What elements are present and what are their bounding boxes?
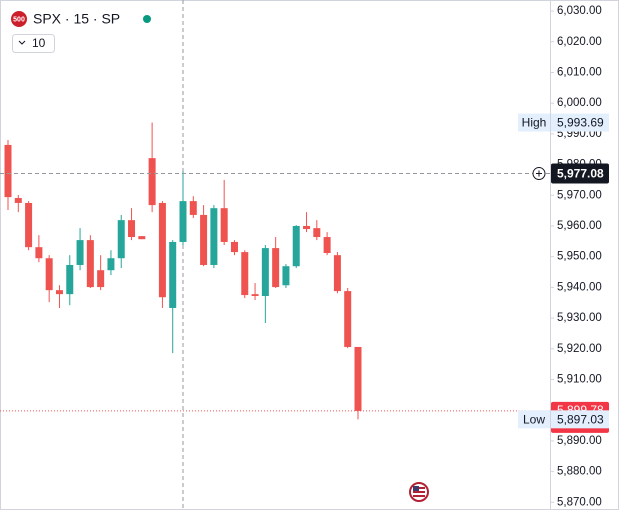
y-tick-label: 5,870.00 <box>557 496 602 508</box>
candle-body <box>179 201 187 242</box>
candle-body <box>76 240 84 265</box>
y-tick-label: 5,920.00 <box>557 343 602 355</box>
y-tick-label: 5,880.00 <box>557 466 602 478</box>
candle-body <box>303 225 311 230</box>
candle-body <box>354 346 362 411</box>
high-tag-box <box>518 113 550 132</box>
market-status <box>143 15 151 23</box>
candle-body <box>292 225 300 267</box>
candle-body <box>189 201 197 215</box>
flag-stripe <box>413 495 425 497</box>
symbol-title[interactable]: SPX · 15 · SP <box>33 11 120 27</box>
candle-body <box>117 220 125 259</box>
candle-body <box>158 202 166 298</box>
high-value: 5,993.69 <box>557 116 604 130</box>
plus-icon <box>536 170 542 177</box>
candle-body <box>282 266 290 286</box>
y-tick-label: 5,970.00 <box>557 189 602 201</box>
symbol-badge <box>11 11 27 27</box>
badge-text: 500 <box>13 16 25 23</box>
candle-body <box>220 208 228 242</box>
low-tag-box <box>518 410 550 429</box>
candle-body <box>230 241 238 253</box>
candle-body <box>55 290 63 295</box>
low-value: 5,897.03 <box>557 413 604 427</box>
indicator-input[interactable] <box>12 34 55 53</box>
candle-body <box>333 255 341 292</box>
low-value-box <box>551 410 609 429</box>
indicator-value[interactable]: 10 <box>32 36 46 50</box>
candle-body <box>35 247 43 259</box>
candle-body <box>251 294 259 296</box>
y-tick-label: 5,910.00 <box>557 374 602 386</box>
low-tag: Low <box>523 413 545 427</box>
chevron <box>18 40 26 45</box>
y-tick-label: 5,950.00 <box>557 251 602 263</box>
candle-body <box>4 144 12 198</box>
flag-stripe <box>413 491 425 493</box>
y-tick-label: 5,940.00 <box>557 281 602 293</box>
y-tick-label: 6,000.00 <box>557 97 602 109</box>
high-tag: High <box>522 116 547 130</box>
candle-body <box>261 248 269 296</box>
crosshair-label-box <box>551 163 609 184</box>
candle-body <box>272 248 280 288</box>
crosshair-label: 5,977.08 <box>557 167 604 181</box>
candle-body <box>169 241 177 308</box>
high-value-box <box>551 113 609 132</box>
flag-icon[interactable] <box>409 482 429 502</box>
flag-canton <box>413 486 419 491</box>
candle-body <box>200 214 208 265</box>
candle-body <box>107 258 115 271</box>
candle-body <box>323 237 331 254</box>
candle-body <box>86 240 94 288</box>
y-tick-label: 5,890.00 <box>557 435 602 447</box>
candle-body <box>344 291 352 347</box>
y-tick-label: 6,030.00 <box>557 5 602 17</box>
y-tick-label: 6,020.00 <box>557 36 602 48</box>
candle-body <box>148 158 156 206</box>
candle-body <box>97 270 105 288</box>
y-tick-label: 5,960.00 <box>557 220 602 232</box>
candle-body <box>138 236 146 240</box>
candle-body <box>45 258 53 291</box>
y-tick-label: 6,010.00 <box>557 66 602 78</box>
candle-body <box>25 202 33 248</box>
candle-body <box>313 228 321 238</box>
candle-body <box>241 252 249 296</box>
candle-body <box>14 198 22 203</box>
candle-body <box>210 208 218 265</box>
y-tick-label: 5,930.00 <box>557 312 602 324</box>
candle-body <box>128 220 136 238</box>
candle-body <box>66 264 74 295</box>
